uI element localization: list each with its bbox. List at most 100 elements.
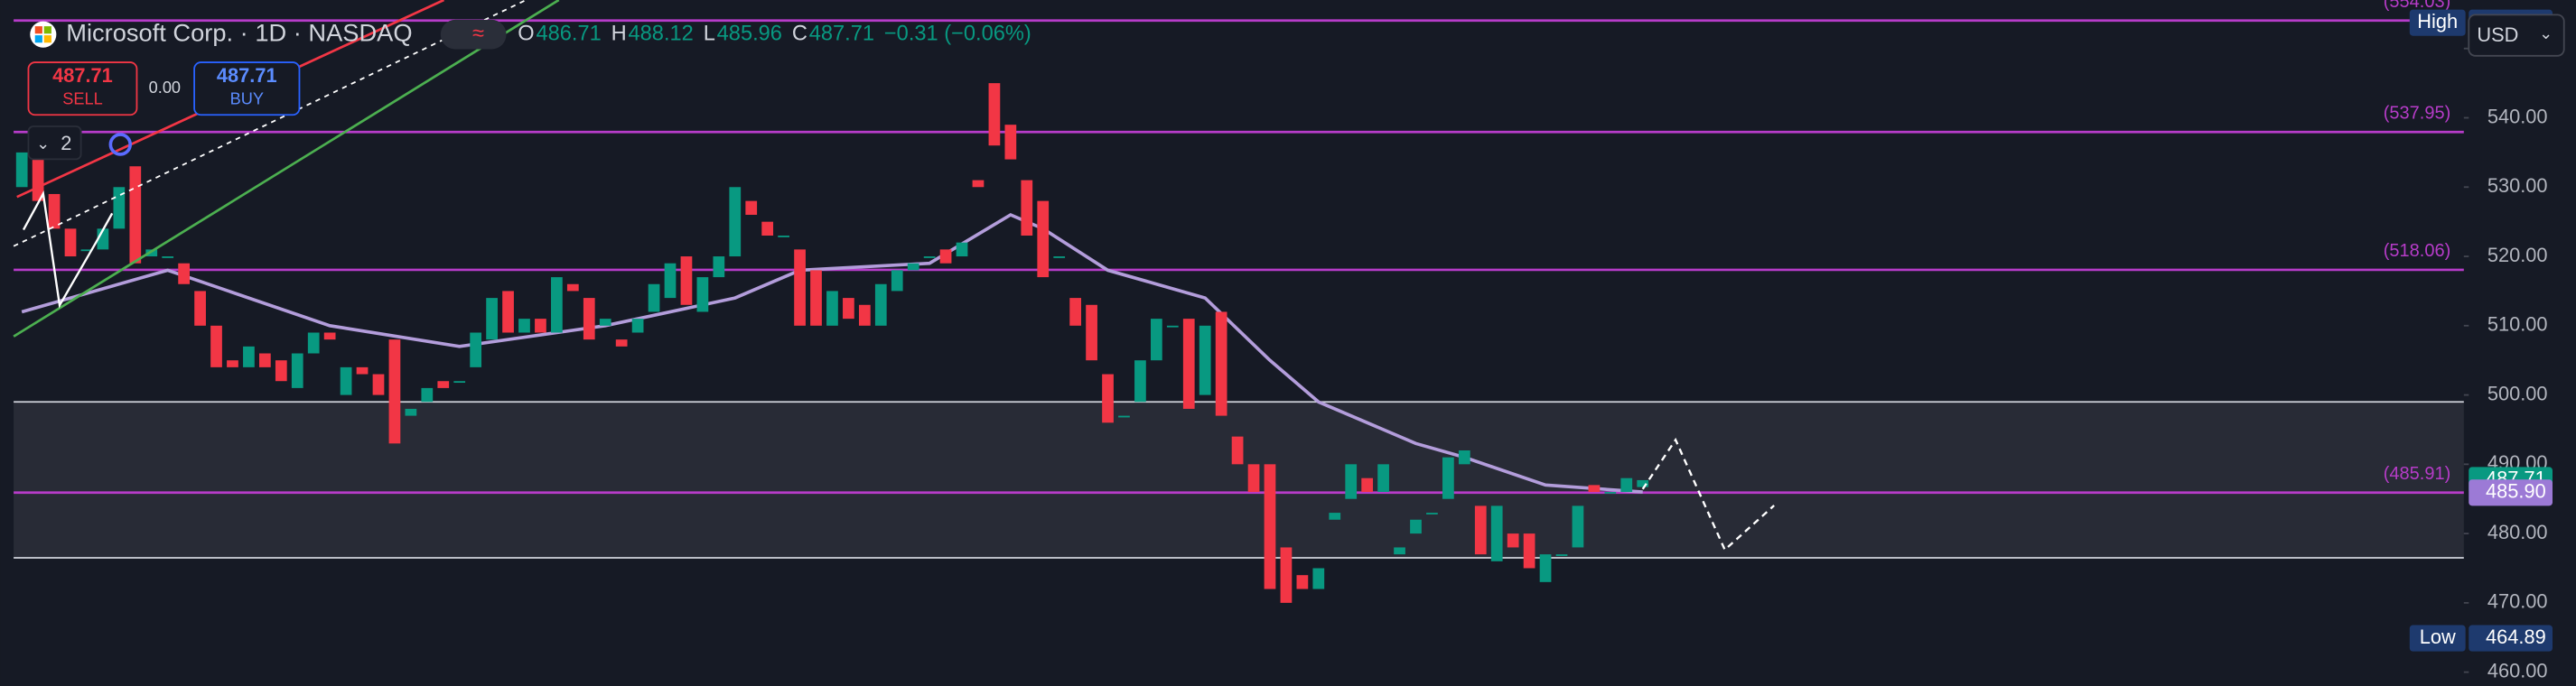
spread: 0.00 [149,79,181,97]
y-tick-label: 530.00 [2487,174,2548,197]
candle-body [1442,457,1454,499]
candle-body [1037,200,1050,278]
candle-body [648,283,660,312]
y-tick-label: 540.00 [2487,105,2548,127]
candle-body [421,387,434,403]
candle-body [1555,554,1568,556]
candle-body [1620,477,1633,493]
toggle[interactable] [440,19,507,50]
candle-body [64,228,77,257]
ma-price-tag-label: 485.90 [2486,480,2546,503]
candle-body [713,256,725,278]
high-tag-name: High [2417,10,2458,32]
candle-body [1410,519,1422,534]
ohlc-value: 486.71 [536,22,601,45]
candle-body [323,332,336,340]
candle-body [275,360,287,382]
candle-body [1377,464,1389,493]
candle-body [1345,464,1358,499]
symbol-title[interactable]: Microsoft Corp. · 1D · NASDAQ [66,18,412,46]
candle-body [1118,415,1130,418]
candle-body [388,339,401,444]
high-tag-name-bg [2409,9,2466,36]
candle-body [535,319,546,333]
candle-body [664,263,677,299]
candle-body [696,277,709,312]
zone [14,402,2464,558]
candle-body [923,256,936,258]
candle-body [1490,505,1503,561]
candle-body [129,166,142,264]
candle-body [566,283,579,292]
low-tag-bg [2469,625,2553,652]
logo-part [43,26,51,34]
candle-body [1539,554,1552,582]
candle-body [956,242,968,257]
candle-body [243,346,255,367]
candle-body [761,221,774,236]
ohlc-value: 485.96 [717,22,782,45]
sell-label: SELL [62,90,102,108]
candle-body [1312,568,1325,589]
candle-body [551,277,563,333]
candle-body [1004,125,1017,160]
candle-body [615,339,628,347]
candle-body [778,236,789,237]
chevron: ⌄ [36,134,50,153]
buy-button[interactable] [193,61,301,116]
low-tag-name-bg [2409,625,2466,652]
candle-body [259,353,271,367]
candle-body [1588,485,1601,493]
candle-body [988,83,1001,146]
ma-price-tag-bg [2469,479,2553,506]
candle-body [1151,319,1162,361]
candle-body [1086,304,1097,361]
y-tick-label: 460.00 [2487,659,2548,681]
candle-body [1199,325,1211,395]
candle-body [113,187,126,229]
candle-body [1474,505,1487,555]
indicators-toggle[interactable] [27,125,82,161]
candle-body [453,381,466,384]
y-tick-label: 500.00 [2487,382,2548,404]
candle-body [1053,256,1066,258]
low-tag-label: 464.89 [2486,626,2546,648]
sell-button[interactable] [27,61,138,116]
candle-body [631,319,644,333]
candle-body [178,263,190,284]
candle-body [486,298,498,340]
candle-body [680,256,693,305]
sync-icon[interactable] [108,133,132,156]
candle-body [874,283,887,326]
candle-body [1280,547,1293,603]
candle-body [1637,479,1649,487]
candle-body [1021,180,1033,236]
candle-body [729,187,742,257]
candle-body [1166,325,1179,328]
candle-body [1604,492,1617,494]
candle-body [1458,450,1470,465]
y-tick-label: 510.00 [2487,313,2548,336]
candle-body [518,319,530,333]
change: −0.31 (−0.06%) [884,22,1031,45]
logo-part [34,35,42,43]
low-tag-name: Low [2420,626,2456,648]
low-tag: 464.89 Low [2409,625,2553,652]
currency-select[interactable] [2468,14,2565,57]
indicators-count: 2 [61,132,71,154]
y-tick-label: 470.00 [2487,590,2548,613]
candle-body [1215,311,1227,416]
candle-body [939,249,952,264]
ohlc-key: H [611,22,627,45]
trend-line [13,0,527,247]
toggle-icon: ≈ [472,22,484,45]
candle-body [907,263,919,271]
plot-area: (554.03) (537.95) (518.06) (485.91) [14,0,2464,603]
candle-body [599,319,611,326]
level-label: (518.06) [2384,241,2451,261]
candle-body [1102,374,1114,423]
symbol-logo [30,21,57,48]
candle-body [1296,575,1309,589]
